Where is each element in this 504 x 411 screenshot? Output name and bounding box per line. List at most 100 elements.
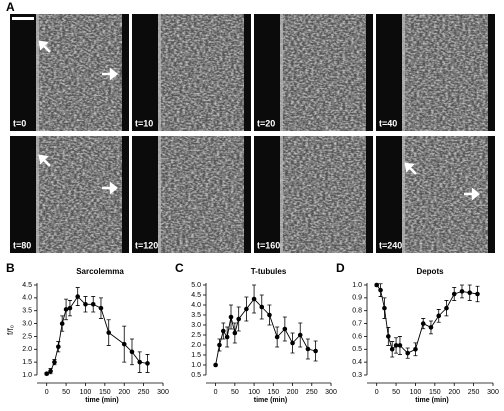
- data-point: [63, 307, 69, 312]
- data-point: [313, 348, 318, 354]
- x-tick-label: 150: [429, 389, 441, 396]
- sarcolemma-edge: [402, 136, 405, 253]
- frame-label: t=120: [135, 240, 158, 250]
- data-point: [475, 291, 480, 297]
- y-tick-label: 2.0: [22, 346, 32, 353]
- data-point: [459, 289, 465, 294]
- data-point: [44, 371, 49, 377]
- x-tick-label: 150: [99, 389, 111, 396]
- data-point: [382, 305, 387, 311]
- data-point: [236, 316, 241, 322]
- sarcolemma-edge: [402, 14, 405, 131]
- data-point: [106, 330, 112, 335]
- fiber-texture: [280, 136, 366, 253]
- data-point: [251, 296, 257, 302]
- y-tick-label: 1.5: [191, 352, 201, 359]
- frame-label: t=0: [13, 118, 26, 128]
- frame-label: t=40: [379, 118, 397, 128]
- data-point: [98, 305, 104, 311]
- y-tick-label: 4.0: [22, 295, 32, 302]
- data-point: [121, 341, 127, 347]
- x-tick-label: 250: [468, 389, 480, 396]
- y-tick-label: 1.5: [22, 359, 32, 366]
- y-tick-label: 1.0: [352, 282, 362, 289]
- x-tick-label: 100: [248, 389, 260, 396]
- data-point: [389, 346, 395, 352]
- sarcolemma-edge: [158, 136, 161, 253]
- x-tick-label: 200: [118, 389, 130, 396]
- frame-label: t=240: [379, 240, 402, 250]
- data-point: [48, 368, 53, 374]
- data-point: [436, 313, 442, 319]
- data-point: [56, 344, 61, 350]
- x-tick-label: 0: [214, 389, 218, 396]
- sarcolemma-edge: [36, 136, 39, 253]
- data-point: [224, 334, 230, 340]
- fiber-texture: [36, 14, 122, 131]
- x-tick-label: 150: [267, 389, 279, 396]
- y-tick-label: 4.5: [22, 282, 32, 289]
- y-tick-label: 5.0: [191, 282, 201, 289]
- x-tick-label: 250: [306, 389, 318, 396]
- data-point: [274, 334, 280, 340]
- data-point: [386, 334, 391, 339]
- fiber-texture: [158, 14, 244, 131]
- data-point: [221, 328, 226, 334]
- y-tick-label: 0.7: [352, 320, 362, 327]
- fiber-texture: [158, 136, 244, 253]
- data-point: [259, 304, 265, 310]
- arrow: [102, 181, 119, 195]
- data-point: [467, 290, 473, 296]
- y-tick-label: 0.6: [352, 333, 362, 340]
- data-point: [137, 359, 143, 365]
- x-tick-label: 100: [410, 389, 422, 396]
- y-tick-label: 1.0: [191, 362, 201, 369]
- x-tick-label: 300: [157, 389, 169, 396]
- x-tick-label: 0: [45, 389, 49, 396]
- x-tick-label: 50: [62, 389, 70, 396]
- x-tick-label: 300: [325, 389, 337, 396]
- x-axis-label: time (min): [85, 397, 118, 404]
- x-tick-label: 100: [80, 389, 92, 396]
- data-point: [213, 362, 218, 368]
- y-tick-label: 2.5: [22, 333, 32, 340]
- data-point: [397, 343, 403, 348]
- y-tick-label: 0.5: [191, 372, 201, 379]
- fiber-texture: [280, 14, 366, 131]
- data-point: [244, 306, 249, 312]
- panel-label: D: [336, 261, 345, 275]
- x-tick-label: 50: [392, 389, 400, 396]
- arrow: [102, 67, 119, 81]
- chart-title: T-tubules: [251, 267, 287, 276]
- data-point: [59, 321, 65, 326]
- y-tick-label: 0.4: [352, 359, 362, 366]
- panel-label: B: [6, 261, 15, 275]
- data-point: [444, 305, 449, 311]
- fiber-texture: [36, 136, 122, 253]
- data-point: [67, 305, 73, 311]
- data-point: [290, 340, 295, 346]
- data-point: [378, 287, 383, 293]
- data-point: [267, 312, 272, 318]
- fiber-texture: [402, 14, 488, 131]
- data-point: [393, 343, 399, 348]
- data-point: [83, 301, 88, 307]
- y-tick-label: 0.3: [352, 372, 362, 379]
- frame-label: t=20: [257, 118, 275, 128]
- y-tick-label: 3.5: [22, 308, 32, 315]
- data-point: [129, 349, 135, 355]
- y-tick-label: 3.0: [191, 322, 201, 329]
- x-axis-label: time (min): [254, 397, 287, 404]
- frame-label: t=160: [257, 240, 280, 250]
- arrow: [38, 40, 51, 53]
- x-tick-label: 250: [138, 389, 150, 396]
- x-tick-label: 0: [375, 389, 379, 396]
- data-point: [405, 350, 411, 356]
- y-tick-label: 4.5: [191, 292, 201, 299]
- y-tick-label: 0.9: [352, 295, 362, 302]
- data-point: [282, 326, 288, 332]
- chart-title: Depots: [416, 267, 444, 276]
- data-point: [232, 330, 238, 336]
